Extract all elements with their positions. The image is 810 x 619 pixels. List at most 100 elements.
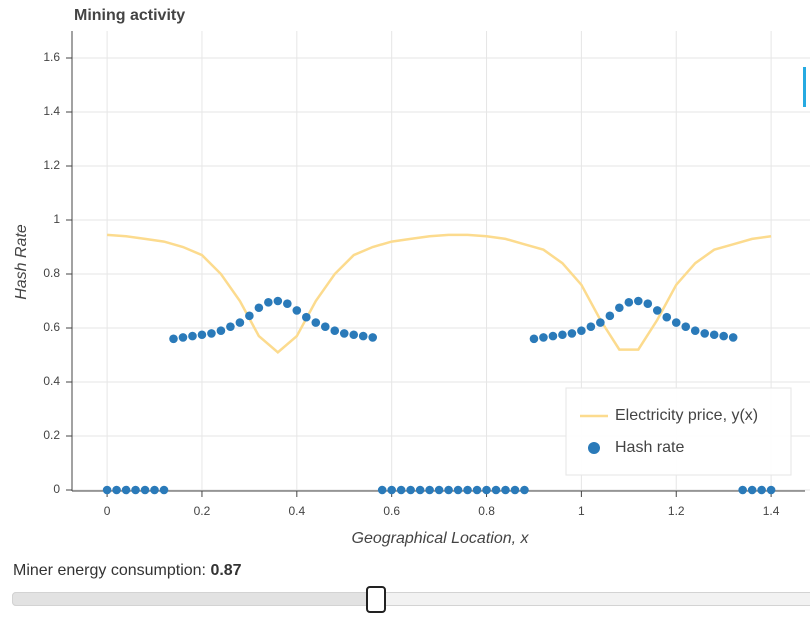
y-tick-label: 1.6 <box>43 50 60 64</box>
chart: Mining activity Geographical Location, x… <box>13 7 810 547</box>
slider-value: 0.87 <box>210 562 242 579</box>
hash-point <box>264 298 273 307</box>
slider-label: Miner energy consumption: 0.87 <box>13 562 242 580</box>
hash-point <box>757 485 766 495</box>
x-tick-label: 0.6 <box>383 504 400 518</box>
hash-point <box>463 485 472 495</box>
chart-title: Mining activity <box>74 7 185 24</box>
hash-point <box>235 318 245 327</box>
hash-point <box>615 303 624 313</box>
hash-point <box>188 331 197 341</box>
slider-handle[interactable] <box>366 586 386 613</box>
price-line <box>107 233 772 354</box>
hash-point <box>178 333 188 342</box>
toolbar-indicator <box>803 67 806 107</box>
hash-point <box>529 334 539 344</box>
legend-box <box>565 387 792 476</box>
hash-point <box>292 306 302 315</box>
hash-point <box>216 326 226 336</box>
hash-point <box>766 485 776 495</box>
hash-point <box>700 329 710 338</box>
hash-point <box>586 322 596 331</box>
hash-point <box>472 485 482 495</box>
x-tick-label: 1 <box>578 504 585 518</box>
hash-point <box>444 485 453 495</box>
hash-point <box>681 322 691 331</box>
hash-point <box>738 485 747 495</box>
hash-point <box>596 318 605 327</box>
hash-point <box>387 485 396 495</box>
hash-point <box>577 326 586 336</box>
hash-point <box>396 485 406 495</box>
hash-point <box>330 326 340 336</box>
hash-point <box>558 330 567 340</box>
hash-point <box>169 334 178 344</box>
hash-point <box>226 322 235 331</box>
hash-point <box>406 485 415 495</box>
hash-point <box>605 311 615 321</box>
hash-point <box>453 485 463 495</box>
hash-point <box>131 485 140 495</box>
hash-point <box>302 312 311 322</box>
hash-point <box>491 485 501 495</box>
hash-point <box>197 330 207 340</box>
slider-title: Miner energy consumption: <box>13 562 206 579</box>
hash-point <box>520 485 529 495</box>
hash-point <box>671 318 681 327</box>
hash-point <box>434 485 444 495</box>
y-tick-label: 0.6 <box>43 320 60 334</box>
hash-point <box>121 485 131 495</box>
hash-point <box>747 485 757 495</box>
legend-label: Electricity price, y(x) <box>615 407 758 424</box>
hash-point <box>112 485 121 495</box>
x-tick-label: 0.4 <box>288 504 305 518</box>
hash-point <box>339 329 349 338</box>
hash-point <box>719 331 728 341</box>
hash-point <box>377 485 387 495</box>
hash-point <box>709 330 719 340</box>
y-tick-label: 0.8 <box>43 266 60 280</box>
hash-point <box>140 485 150 495</box>
hash-point <box>320 322 330 331</box>
x-tick-label: 0.8 <box>478 504 495 518</box>
hash-point <box>311 318 321 327</box>
hash-point <box>349 330 359 340</box>
hash-point <box>501 485 510 495</box>
x-tick-label: 0 <box>104 504 111 518</box>
hash-point <box>539 333 548 342</box>
hash-point <box>567 329 577 338</box>
hash-point <box>548 331 558 341</box>
hash-point <box>643 299 653 309</box>
hash-point <box>634 296 643 306</box>
hash-point <box>652 306 662 315</box>
hash-point <box>510 485 520 495</box>
hash-point <box>482 485 491 495</box>
hash-point <box>662 312 672 322</box>
hash-point <box>425 485 434 495</box>
x-tick-label: 1.4 <box>763 504 780 518</box>
hash-point <box>368 333 378 342</box>
legend-swatch <box>588 442 600 454</box>
hash-point <box>358 331 368 341</box>
y-axis-label: Hash Rate <box>13 224 30 300</box>
y-tick-label: 1.2 <box>43 158 60 172</box>
hash-point <box>245 311 254 321</box>
hash-point <box>415 485 425 495</box>
y-tick-label: 1 <box>53 212 60 226</box>
y-tick-label: 0.2 <box>43 428 60 442</box>
hash-point <box>728 333 738 342</box>
hash-point <box>690 326 700 336</box>
hash-point <box>254 303 264 313</box>
slider-fill <box>12 592 377 606</box>
y-tick-label: 1.4 <box>43 104 60 118</box>
x-axis-label: Geographical Location, x <box>352 530 530 547</box>
legend-label: Hash rate <box>615 439 684 456</box>
hash-point <box>624 298 634 307</box>
y-tick-label: 0 <box>53 482 60 496</box>
x-tick-label: 0.2 <box>194 504 211 518</box>
hash-point <box>283 299 292 309</box>
hash-point <box>273 296 283 306</box>
hash-point <box>159 485 169 495</box>
x-tick-label: 1.2 <box>668 504 685 518</box>
